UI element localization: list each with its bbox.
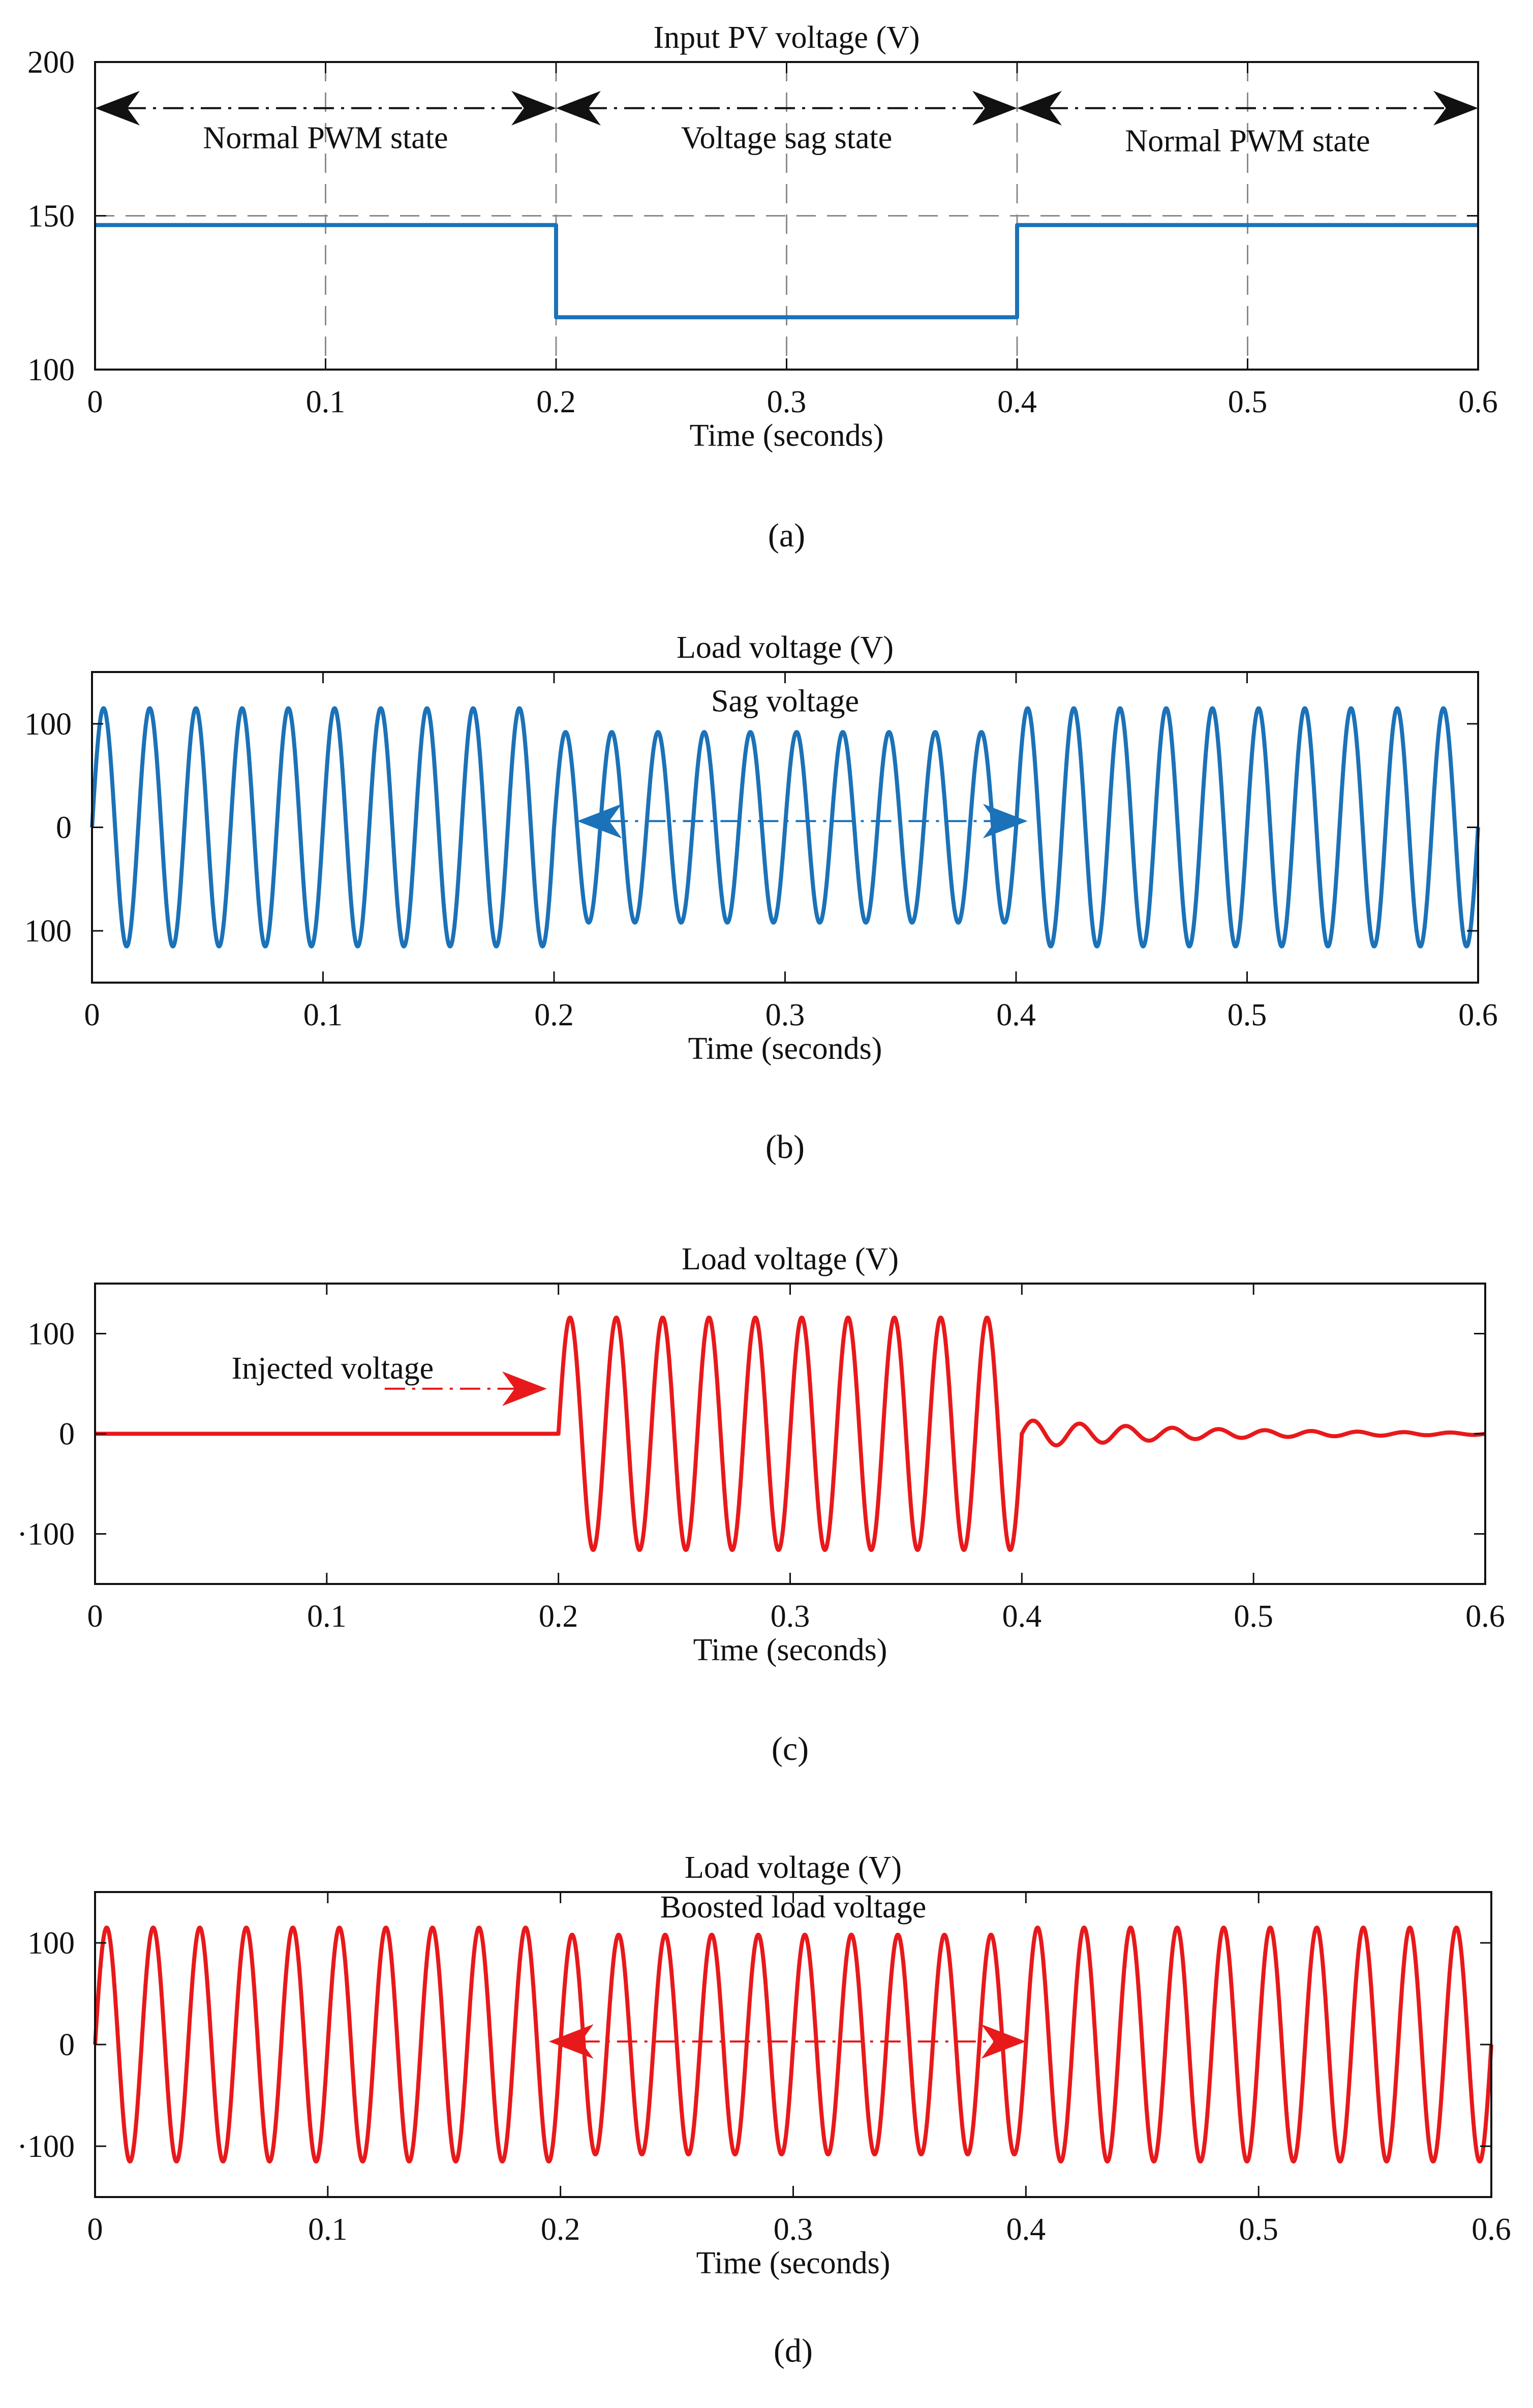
- x-tick-label-6: 0.6: [1465, 1599, 1505, 1634]
- x-tick-label-4: 0.4: [1006, 2212, 1046, 2247]
- x-tick-label-2: 0.2: [541, 2212, 580, 2247]
- arrow-head-right: [972, 90, 1017, 126]
- annotation-0: Sag voltage: [711, 684, 859, 718]
- panel-label: (c): [772, 1730, 809, 1767]
- y-tick-label-2: ·100: [17, 1517, 75, 1552]
- series-line-0: [95, 223, 1478, 320]
- x-tick-label-6: 0.6: [1458, 385, 1498, 419]
- chart-title: Load voltage (V): [682, 1242, 899, 1276]
- annotation-0: Boosted load voltage: [660, 1890, 926, 1925]
- y-tick-label-0: 100: [27, 1926, 75, 1961]
- x-tick-label-0: 0: [84, 998, 100, 1032]
- series-line-0: [93, 1926, 1493, 2163]
- y-tick-label-1: 0: [59, 1417, 75, 1452]
- y-tick-label-1: 150: [27, 199, 75, 234]
- arrow-head-right: [511, 90, 556, 126]
- x-tick-label-2: 0.2: [539, 1599, 578, 1634]
- x-tick-label-1: 0.1: [307, 1599, 347, 1634]
- chart-title: Input PV voltage (V): [653, 20, 919, 55]
- x-tick-label-1: 0.1: [306, 385, 346, 419]
- x-axis-label: Time (seconds): [688, 1031, 882, 1066]
- annotation-0: Injected voltage: [232, 1351, 434, 1386]
- arrow-head-left: [577, 804, 622, 839]
- x-tick-label-5: 0.5: [1239, 2212, 1278, 2247]
- chart-title: Load voltage (V): [685, 1850, 902, 1885]
- arrow-head-left: [95, 90, 140, 126]
- y-tick-label-2: 200: [27, 45, 75, 80]
- arrow-head-right: [983, 804, 1028, 839]
- region-arrow-2: [1017, 90, 1478, 126]
- x-tick-label-2: 0.2: [534, 998, 574, 1032]
- y-tick-label-0: 100: [27, 353, 75, 387]
- x-tick-label-6: 0.6: [1458, 998, 1498, 1032]
- panel-label: (d): [774, 2332, 813, 2369]
- x-tick-label-3: 0.3: [765, 998, 805, 1032]
- chart-title: Load voltage (V): [677, 630, 894, 665]
- arrow-head-right: [981, 2024, 1026, 2059]
- arrow-head-right: [1433, 90, 1478, 126]
- annotation-1: Voltage sag state: [681, 120, 893, 155]
- x-tick-label-4: 0.4: [997, 385, 1037, 419]
- x-tick-label-5: 0.5: [1234, 1599, 1273, 1634]
- region-arrow-1: [556, 90, 1017, 126]
- x-tick-label-1: 0.1: [308, 2212, 348, 2247]
- y-tick-label-2: ·100: [17, 2129, 75, 2164]
- series-line-0: [90, 706, 1480, 949]
- arrow-head-left: [548, 2024, 594, 2059]
- panel-c: 0 0.1 0.2 0.3 0.4 0.5 0.6 100 0 ·100 Load voltage …: [17, 1242, 1505, 1767]
- x-tick-label-1: 0.1: [303, 998, 343, 1032]
- y-tick-label-0: 100: [27, 1317, 75, 1352]
- series-line-0: [93, 1316, 1487, 1552]
- x-axis-label: Time (seconds): [693, 1633, 887, 1667]
- panel-d: 0 0.1 0.2 0.3 0.4 0.5 0.6 100 0 ·100 Load voltage …: [17, 1850, 1511, 2369]
- region-arrow-0: [548, 2024, 1026, 2059]
- x-tick-label-3: 0.3: [774, 2212, 813, 2247]
- panel-a: 0 0.1 0.2 0.3 0.4 0.5 0.6 100 150 200 Input PV vol…: [27, 20, 1498, 554]
- x-tick-label-3: 0.3: [771, 1599, 810, 1634]
- annotation-2: Normal PWM state: [1125, 124, 1370, 158]
- panel-label: (b): [765, 1129, 805, 1166]
- arrow-head-left: [556, 90, 601, 126]
- y-tick-label-2: 100: [24, 914, 72, 949]
- panel-b: 0 0.1 0.2 0.3 0.4 0.5 0.6 100 0 100 Load voltage (…: [24, 630, 1498, 1166]
- x-tick-label-0: 0: [87, 385, 103, 419]
- x-tick-label-4: 0.4: [1002, 1599, 1042, 1634]
- arrow-head-right: [502, 1371, 547, 1406]
- x-tick-label-0: 0: [87, 1599, 103, 1634]
- x-axis-label: Time (seconds): [696, 2246, 891, 2280]
- x-tick-label-3: 0.3: [767, 385, 807, 419]
- region-arrow-0: [384, 1371, 547, 1406]
- y-tick-label-1: 0: [59, 2028, 75, 2062]
- y-tick-label-0: 100: [24, 707, 72, 742]
- x-tick-label-0: 0: [87, 2212, 103, 2247]
- annotation-0: Normal PWM state: [203, 120, 448, 155]
- region-arrow-0: [577, 804, 1028, 839]
- panel-label: (a): [768, 517, 805, 554]
- x-tick-label-4: 0.4: [996, 998, 1036, 1032]
- x-tick-label-2: 0.2: [536, 385, 576, 419]
- x-tick-label-5: 0.5: [1228, 385, 1268, 419]
- x-axis-label: Time (seconds): [690, 418, 884, 453]
- x-tick-label-5: 0.5: [1228, 998, 1267, 1032]
- arrow-head-left: [1017, 90, 1062, 126]
- region-arrow-0: [95, 90, 556, 126]
- x-tick-label-6: 0.6: [1471, 2212, 1511, 2247]
- y-tick-label-1: 0: [56, 811, 72, 845]
